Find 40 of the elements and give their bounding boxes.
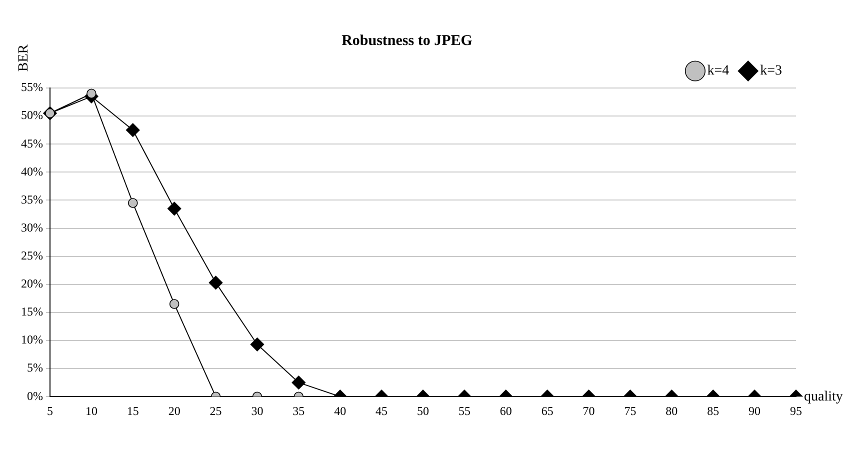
x-tick-label: 90 xyxy=(748,404,761,418)
x-tick-label: 85 xyxy=(707,404,720,418)
point xyxy=(86,88,96,99)
x-tick-label: 15 xyxy=(126,404,139,418)
y-tick-label: 20% xyxy=(20,276,43,291)
x-tick-label: 40 xyxy=(334,404,346,418)
x-tick-label: 65 xyxy=(541,404,554,418)
y-tick-label: 30% xyxy=(20,220,43,234)
y-tick-label: 5% xyxy=(26,360,43,375)
y-tick-label: 25% xyxy=(20,248,43,262)
x-tick-label: 30 xyxy=(251,404,264,418)
x-tick-label: 60 xyxy=(500,404,512,418)
y-tick-label: 35% xyxy=(20,192,43,206)
y-tick-label: 15% xyxy=(20,304,43,319)
x-tick-label: 75 xyxy=(624,404,636,418)
y-axis-title: BER xyxy=(16,44,32,72)
x-axis-title: quality xyxy=(804,389,843,404)
x-tick-label: 5 xyxy=(46,404,53,418)
legend-label: k=3 xyxy=(760,64,782,79)
chart-title: Robustness to JPEG xyxy=(342,32,473,49)
x-tick-label: 55 xyxy=(458,404,470,418)
x-tick-label: 45 xyxy=(376,404,388,418)
x-tick-label: 50 xyxy=(417,404,429,418)
x-tick-label: 20 xyxy=(168,404,180,418)
x-tick-label: 80 xyxy=(666,404,678,418)
point xyxy=(167,202,182,216)
x-tick-label: 10 xyxy=(85,404,98,418)
y-tick-label: 40% xyxy=(20,164,43,178)
x-tick-label: 95 xyxy=(790,404,802,418)
x-tick-label: 25 xyxy=(210,404,222,418)
x-tick-label: 35 xyxy=(292,404,305,418)
x-tick-label: 70 xyxy=(582,404,595,418)
legend-label: k=4 xyxy=(707,64,730,79)
y-tick-label: 10% xyxy=(20,332,43,347)
point xyxy=(126,123,140,137)
y-tick-label: 50% xyxy=(20,108,43,122)
point xyxy=(128,198,138,208)
y-tick-label: 55% xyxy=(20,80,43,94)
y-tick-label: 45% xyxy=(20,136,43,150)
y-tick-label: 0% xyxy=(26,388,43,403)
